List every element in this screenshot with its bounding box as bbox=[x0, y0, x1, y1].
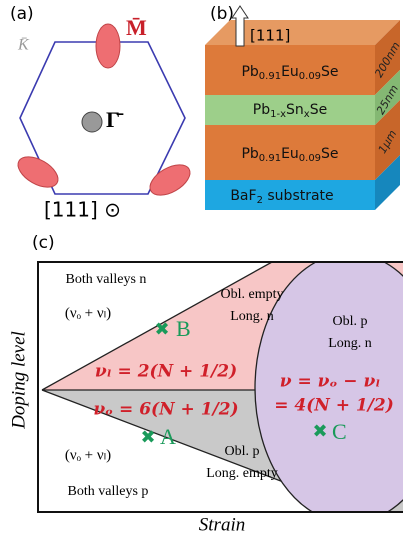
equation: νₗ = 2(N + 1/2) bbox=[95, 362, 237, 382]
k-label: K̄ bbox=[17, 37, 30, 54]
x-axis-label: Strain bbox=[199, 514, 245, 535]
region-label: Both valleys n bbox=[66, 272, 147, 287]
region-label: Long. n bbox=[230, 309, 274, 324]
top-face bbox=[205, 20, 400, 45]
layer-label: Pb0.91Eu0.09Se bbox=[241, 146, 338, 164]
region-label: Obl. empty bbox=[221, 287, 284, 302]
y-axis-label: Doping level bbox=[8, 331, 29, 430]
equation: ν = νₒ − νₗ bbox=[280, 372, 380, 392]
direction-label: [111] ⊙ bbox=[44, 198, 121, 222]
arrow-label: [111] bbox=[250, 27, 290, 45]
region-label: Long. n bbox=[328, 336, 372, 351]
point-label: B bbox=[176, 316, 191, 341]
layer-label: BaF2 substrate bbox=[230, 188, 333, 206]
layer-label: Pb1-xSnxSe bbox=[253, 102, 327, 120]
panel-label: (c) bbox=[32, 233, 55, 253]
equation: = 4(N + 1/2) bbox=[274, 396, 394, 416]
equation: νₒ = 6(N + 1/2) bbox=[93, 400, 238, 420]
valley bbox=[145, 159, 195, 202]
region-label: (νₒ + νₗ) bbox=[65, 447, 111, 463]
valley bbox=[96, 24, 120, 68]
marker: ✖ bbox=[312, 421, 327, 442]
region-label: Obl. p bbox=[225, 444, 260, 459]
gamma-label: Γ̄ bbox=[106, 107, 124, 132]
panel-label: (a) bbox=[10, 4, 34, 24]
region-label: Obl. p bbox=[333, 314, 368, 329]
figure: (a) K̄ M̄ Γ̄ [111] ⊙ (b) [111] Pb0.91Eu0… bbox=[0, 0, 403, 539]
region-label: Long. empty bbox=[206, 466, 278, 481]
layer-label: Pb0.91Eu0.09Se bbox=[241, 64, 338, 82]
marker: ✖ bbox=[154, 319, 169, 340]
gamma-valley bbox=[82, 112, 102, 132]
point-label: C bbox=[332, 419, 347, 444]
m-label: M̄ bbox=[126, 15, 147, 40]
point-label: A bbox=[160, 424, 176, 449]
region-label: Both valleys p bbox=[68, 484, 149, 499]
marker: ✖ bbox=[140, 427, 155, 448]
region-label: (νₒ + νₗ) bbox=[65, 305, 111, 321]
